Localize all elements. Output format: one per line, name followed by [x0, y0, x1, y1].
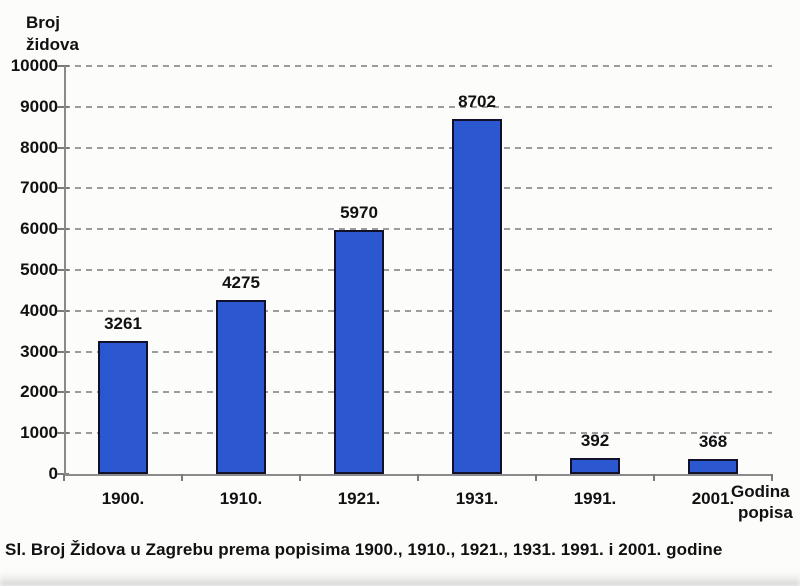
y-tick-label-10000: 10000: [10, 56, 58, 75]
x-tick-mark-3: [417, 474, 419, 481]
x-tick-mark-2: [299, 474, 301, 481]
y-tick-label-2000: 2000: [20, 382, 58, 402]
y-tick-label-7000: 7000: [20, 178, 58, 198]
y-tick-label-9000: 9000: [20, 96, 58, 116]
y-tick-mark-5000: [57, 269, 69, 271]
gridline-7000: [64, 187, 772, 190]
x-tick-mark-0: [63, 474, 65, 481]
gridline-5000: [64, 269, 772, 271]
bar-value-label-1921: 5970: [340, 203, 378, 222]
gridline-9000: [64, 105, 772, 108]
gridline-1000: [64, 432, 772, 435]
gridline-2000: [64, 391, 772, 394]
bar-value-label-1910: 4275: [222, 273, 260, 292]
y-tick-label-8000: 8000: [20, 137, 58, 157]
y-tick-label-1000: 1000: [20, 423, 58, 443]
scan-shadow: [0, 571, 800, 586]
gridline-3000: [64, 350, 772, 353]
y-axis-line: [64, 66, 66, 476]
x-tick-mark-4: [535, 474, 537, 481]
figure-caption: Sl. Broj Židova u Zagrebu prema popisima…: [5, 540, 723, 559]
x-tick-label-1991: 1991.: [573, 489, 617, 508]
x-tick-label-2001: 2001.: [691, 489, 735, 508]
x-axis-title: Godina popisa: [731, 481, 793, 523]
y-axis-title: Broj židova: [26, 12, 79, 56]
bar-1991: [570, 458, 620, 474]
gridline-6000: [64, 228, 772, 231]
x-tick-label-1921: 1921.: [337, 489, 381, 508]
bar-1910: [216, 300, 266, 474]
bar-value-label-1991: 392: [580, 431, 610, 450]
x-tick-mark-6: [771, 474, 773, 481]
y-axis-title-line1: Broj: [26, 13, 60, 32]
y-tick-mark-7000: [57, 187, 69, 190]
y-tick-mark-8000: [57, 146, 69, 149]
x-tick-mark-1: [181, 474, 183, 481]
bar-1931: [452, 119, 502, 474]
gridline-4000: [64, 309, 772, 312]
y-axis-title-line2: židova: [26, 35, 79, 54]
x-tick-label-1931: 1931.: [455, 489, 499, 508]
bar-value-label-1931: 8702: [458, 92, 496, 111]
y-tick-label-4000: 4000: [20, 300, 58, 320]
y-tick-label-5000: 5000: [20, 260, 58, 279]
x-axis-title-line2: popisa: [738, 503, 793, 522]
gridline-8000: [64, 146, 772, 149]
bar-1900: [98, 341, 148, 474]
y-tick-mark-3000: [57, 350, 69, 353]
x-tick-label-1900: 1900.: [101, 489, 145, 508]
bar-value-label-2001: 368: [698, 432, 728, 451]
y-tick-label-3000: 3000: [20, 341, 58, 361]
bar-1921: [334, 230, 384, 474]
y-tick-label-6000: 6000: [20, 219, 58, 239]
y-tick-mark-4000: [57, 309, 69, 312]
y-tick-mark-1000: [57, 432, 69, 435]
x-tick-label-1910: 1910.: [219, 489, 263, 508]
y-tick-label-0: 0: [48, 464, 58, 483]
gridline-10000: [64, 65, 772, 67]
bar-value-label-1900: 3261: [104, 314, 142, 333]
bar-2001: [688, 459, 738, 474]
y-tick-mark-2000: [57, 391, 69, 394]
plot-area: 0 1000 2000 3000 4000 5000 6000 7000 8000 9000 100…: [10, 56, 773, 508]
x-tick-mark-5: [653, 474, 655, 481]
y-tick-mark-10000: [57, 65, 69, 67]
y-tick-mark-6000: [57, 228, 69, 231]
x-axis-title-line1: Godina: [731, 482, 790, 501]
y-tick-mark-9000: [57, 105, 69, 108]
